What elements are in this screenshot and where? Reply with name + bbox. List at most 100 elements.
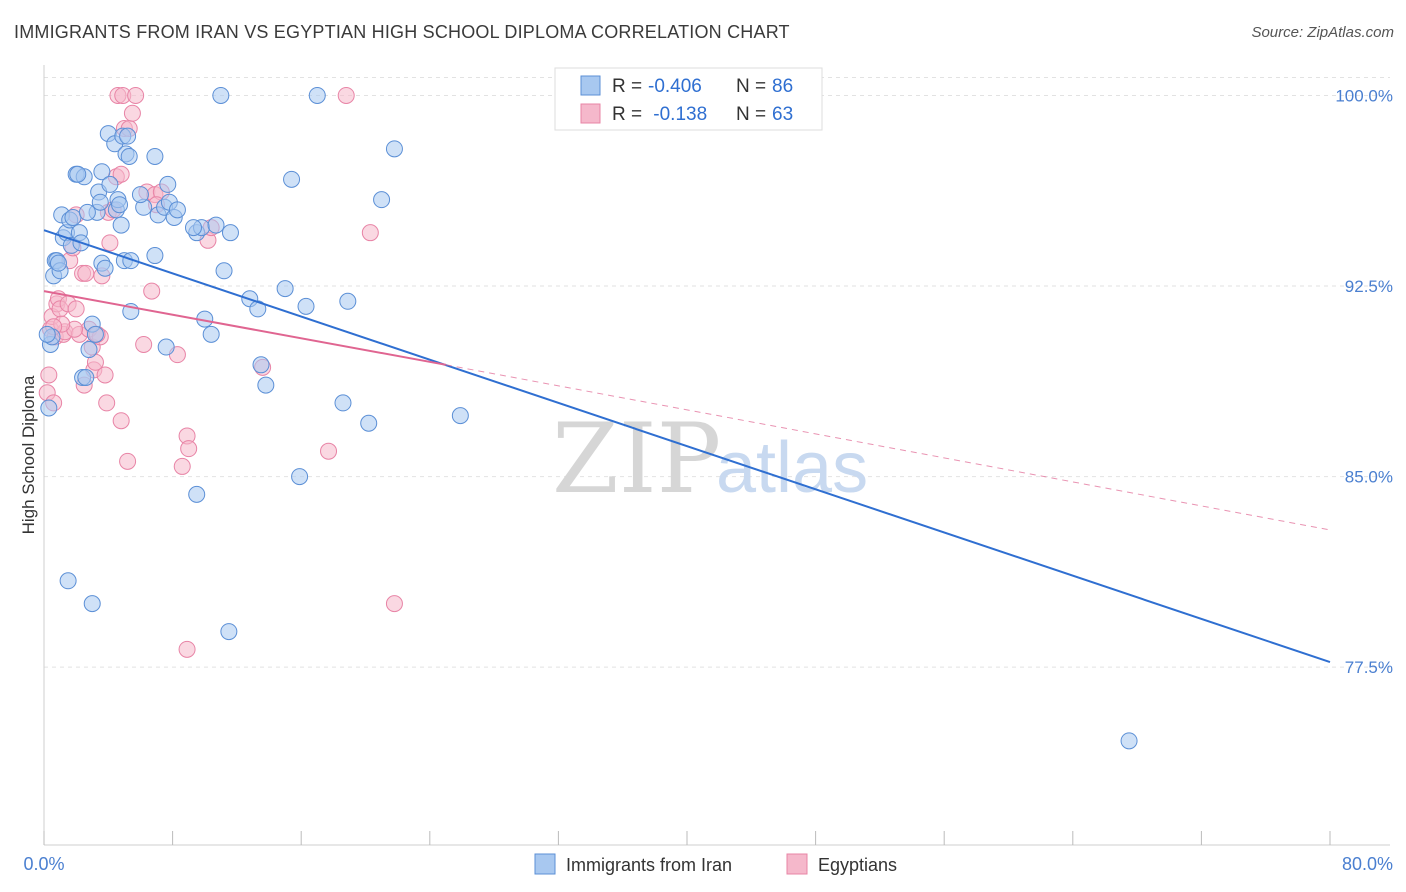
iran-point-75 bbox=[83, 595, 101, 613]
egyptians-point-54 bbox=[112, 412, 130, 430]
egyptians-point-14 bbox=[67, 300, 85, 318]
legend-n-value-2: 63 bbox=[772, 104, 793, 125]
iran-point-27 bbox=[101, 175, 119, 193]
iran-point-63 bbox=[283, 170, 301, 188]
iran-point-33 bbox=[112, 216, 130, 234]
iran-point-0 bbox=[40, 399, 58, 417]
iran-point-60 bbox=[252, 356, 270, 374]
legend-r-label-1: R = bbox=[612, 76, 642, 97]
x-tick-labels: 0.0% 80.0% bbox=[23, 854, 1393, 874]
iran-point-76 bbox=[220, 623, 238, 641]
bottom-legend-swatch-egyptians bbox=[786, 853, 808, 875]
series-legend: Immigrants from Iran Egyptians bbox=[534, 853, 897, 875]
iran-point-73 bbox=[212, 86, 230, 104]
x-tick-label-1: 80.0% bbox=[1342, 854, 1393, 874]
iran-point-69 bbox=[360, 414, 378, 432]
iran-point-56 bbox=[215, 262, 233, 280]
egyptians-point-25 bbox=[98, 394, 116, 412]
legend-n-label-1: N = bbox=[736, 76, 766, 97]
iran-point-55 bbox=[207, 216, 225, 234]
iran-point-49 bbox=[168, 201, 186, 219]
iran-point-70 bbox=[373, 191, 391, 209]
egyptians-point-42 bbox=[173, 457, 191, 475]
iran-point-72 bbox=[451, 407, 469, 425]
iran-point-81 bbox=[69, 165, 87, 183]
watermark-zip: ZIP bbox=[552, 403, 721, 515]
trend-lines bbox=[43, 229, 1331, 664]
iran-point-79 bbox=[38, 325, 56, 343]
iran-point-25 bbox=[96, 259, 114, 277]
iran-point-32 bbox=[111, 196, 129, 214]
iran-point-77 bbox=[188, 485, 206, 503]
iran-point-65 bbox=[297, 297, 315, 315]
legend-r-label-2: R = bbox=[612, 104, 642, 125]
iran-points bbox=[38, 86, 1138, 750]
egyptians-point-29 bbox=[112, 165, 130, 183]
iran-point-54 bbox=[202, 325, 220, 343]
egyptians-trend-line bbox=[43, 290, 447, 366]
iran-point-42 bbox=[146, 247, 164, 265]
iran-point-85 bbox=[184, 219, 202, 237]
iran-point-78 bbox=[1120, 732, 1138, 750]
egyptians-point-36 bbox=[135, 335, 153, 353]
iran-trend-line bbox=[43, 229, 1331, 664]
egyptians-point-24 bbox=[96, 366, 114, 384]
egyptians-point-53 bbox=[119, 452, 137, 470]
egyptians-point-34 bbox=[123, 104, 141, 122]
y-tick-label-1: 85.0% bbox=[1345, 468, 1393, 487]
iran-point-39 bbox=[120, 147, 138, 165]
y-tick-label-3: 100.0% bbox=[1335, 86, 1393, 105]
iran-point-66 bbox=[308, 86, 326, 104]
stats-legend: R = -0.406 N = 86 R = -0.138 N = 63 bbox=[554, 67, 823, 131]
iran-point-18 bbox=[77, 369, 95, 387]
iran-point-74 bbox=[59, 572, 77, 590]
y-tick-label-2: 92.5% bbox=[1345, 277, 1393, 296]
egyptians-point-44 bbox=[180, 440, 198, 458]
egyptians-point-52 bbox=[178, 640, 196, 658]
egyptians-point-51 bbox=[385, 595, 403, 613]
iran-point-43 bbox=[146, 147, 164, 165]
iran-point-57 bbox=[221, 224, 239, 242]
y-tick-label-0: 77.5% bbox=[1345, 658, 1393, 677]
iran-point-46 bbox=[159, 175, 177, 193]
bottom-legend-label-iran: Immigrants from Iran bbox=[566, 855, 732, 875]
iran-point-61 bbox=[257, 376, 275, 394]
iran-point-36 bbox=[119, 127, 137, 145]
x-tick-label-0: 0.0% bbox=[23, 854, 64, 874]
egyptians-point-35 bbox=[127, 86, 145, 104]
egyptians-point-48 bbox=[320, 442, 338, 460]
iran-point-80 bbox=[49, 254, 67, 272]
bottom-legend-swatch-iran bbox=[534, 853, 556, 875]
egyptians-trend-extension bbox=[445, 364, 1331, 531]
iran-point-71 bbox=[385, 140, 403, 158]
y-tick-labels: 77.5% 85.0% 92.5% 100.0% bbox=[1335, 86, 1393, 677]
legend-n-label-2: N = bbox=[736, 104, 766, 125]
egyptians-point-50 bbox=[361, 224, 379, 242]
iran-point-68 bbox=[339, 292, 357, 310]
iran-point-62 bbox=[276, 280, 294, 298]
y-axis-label: High School Diploma bbox=[19, 375, 38, 534]
legend-r-value-2: -0.138 bbox=[648, 104, 707, 125]
iran-point-82 bbox=[78, 203, 96, 221]
legend-r-value-1: -0.406 bbox=[648, 76, 702, 97]
legend-n-value-1: 86 bbox=[772, 76, 793, 97]
chart-title: IMMIGRANTS FROM IRAN VS EGYPTIAN HIGH SC… bbox=[14, 22, 790, 42]
iran-point-64 bbox=[291, 468, 309, 486]
watermark: ZIP atlas bbox=[552, 403, 868, 515]
bottom-legend-label-egyptians: Egyptians bbox=[818, 855, 897, 875]
iran-point-38 bbox=[122, 252, 140, 270]
egyptians-point-49 bbox=[337, 86, 355, 104]
egyptians-point-17 bbox=[77, 264, 95, 282]
iran-point-12 bbox=[64, 208, 82, 226]
legend-swatch-pink bbox=[580, 103, 601, 124]
iran-point-21 bbox=[86, 325, 104, 343]
watermark-atlas: atlas bbox=[716, 428, 868, 508]
iran-point-83 bbox=[131, 186, 149, 204]
iran-point-84 bbox=[91, 193, 109, 211]
egyptians-point-27 bbox=[101, 234, 119, 252]
axes bbox=[43, 65, 1390, 846]
iran-point-19 bbox=[80, 341, 98, 359]
grid-lines bbox=[44, 76, 1390, 668]
iran-point-50 bbox=[157, 338, 175, 356]
